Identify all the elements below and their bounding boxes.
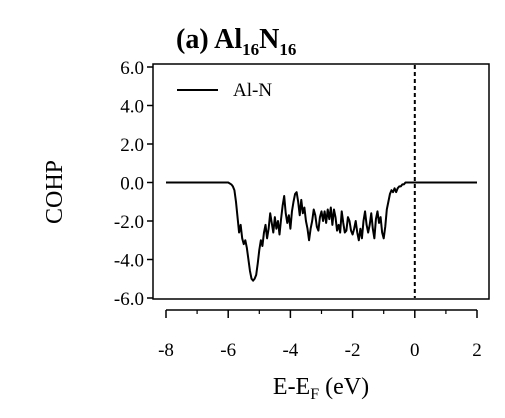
- title-part-1: N: [259, 24, 279, 55]
- y-tick-label: 6.0: [120, 58, 144, 79]
- y-tick-label: -6.0: [114, 289, 144, 310]
- y-axis: 6.0 4.0 2.0 0.0 -2.0 -4.0 -6.0: [114, 58, 153, 310]
- x-tick-label: -8: [158, 340, 174, 361]
- title-sub-0: 16: [242, 40, 259, 59]
- series-group: [166, 181, 477, 282]
- x-tick-label: -2: [345, 340, 361, 361]
- y-tick-label: 2.0: [120, 135, 144, 156]
- title-sub-1: 16: [279, 40, 296, 59]
- y-tick-label: 0.0: [120, 174, 144, 195]
- y-tick-label: 4.0: [120, 97, 144, 118]
- x-axis: -8 -6 -4 -2 0 2: [158, 309, 482, 361]
- y-tick-label: -2.0: [114, 212, 144, 233]
- x-tick-label: -4: [282, 340, 298, 361]
- x-title-pre: E-E: [273, 374, 310, 400]
- plot-frame: [152, 63, 490, 300]
- x-tick-label: 2: [472, 340, 482, 361]
- title-part-0: Al: [214, 24, 242, 55]
- title-prefix: (a): [176, 24, 214, 55]
- chart-title: (a) Al16N16: [176, 24, 296, 59]
- series-line-0: [166, 181, 477, 282]
- legend: Al-N: [177, 80, 272, 101]
- legend-label: Al-N: [233, 80, 272, 101]
- y-tick-label: -4.0: [114, 251, 144, 272]
- y-axis-title: COHP: [42, 160, 68, 224]
- x-tick-label: -6: [220, 340, 236, 361]
- x-tick-label: 0: [410, 340, 420, 361]
- x-title-post: (eV): [319, 374, 369, 400]
- x-axis-title: E-EF (eV): [273, 374, 369, 403]
- x-title-sub: F: [310, 386, 319, 403]
